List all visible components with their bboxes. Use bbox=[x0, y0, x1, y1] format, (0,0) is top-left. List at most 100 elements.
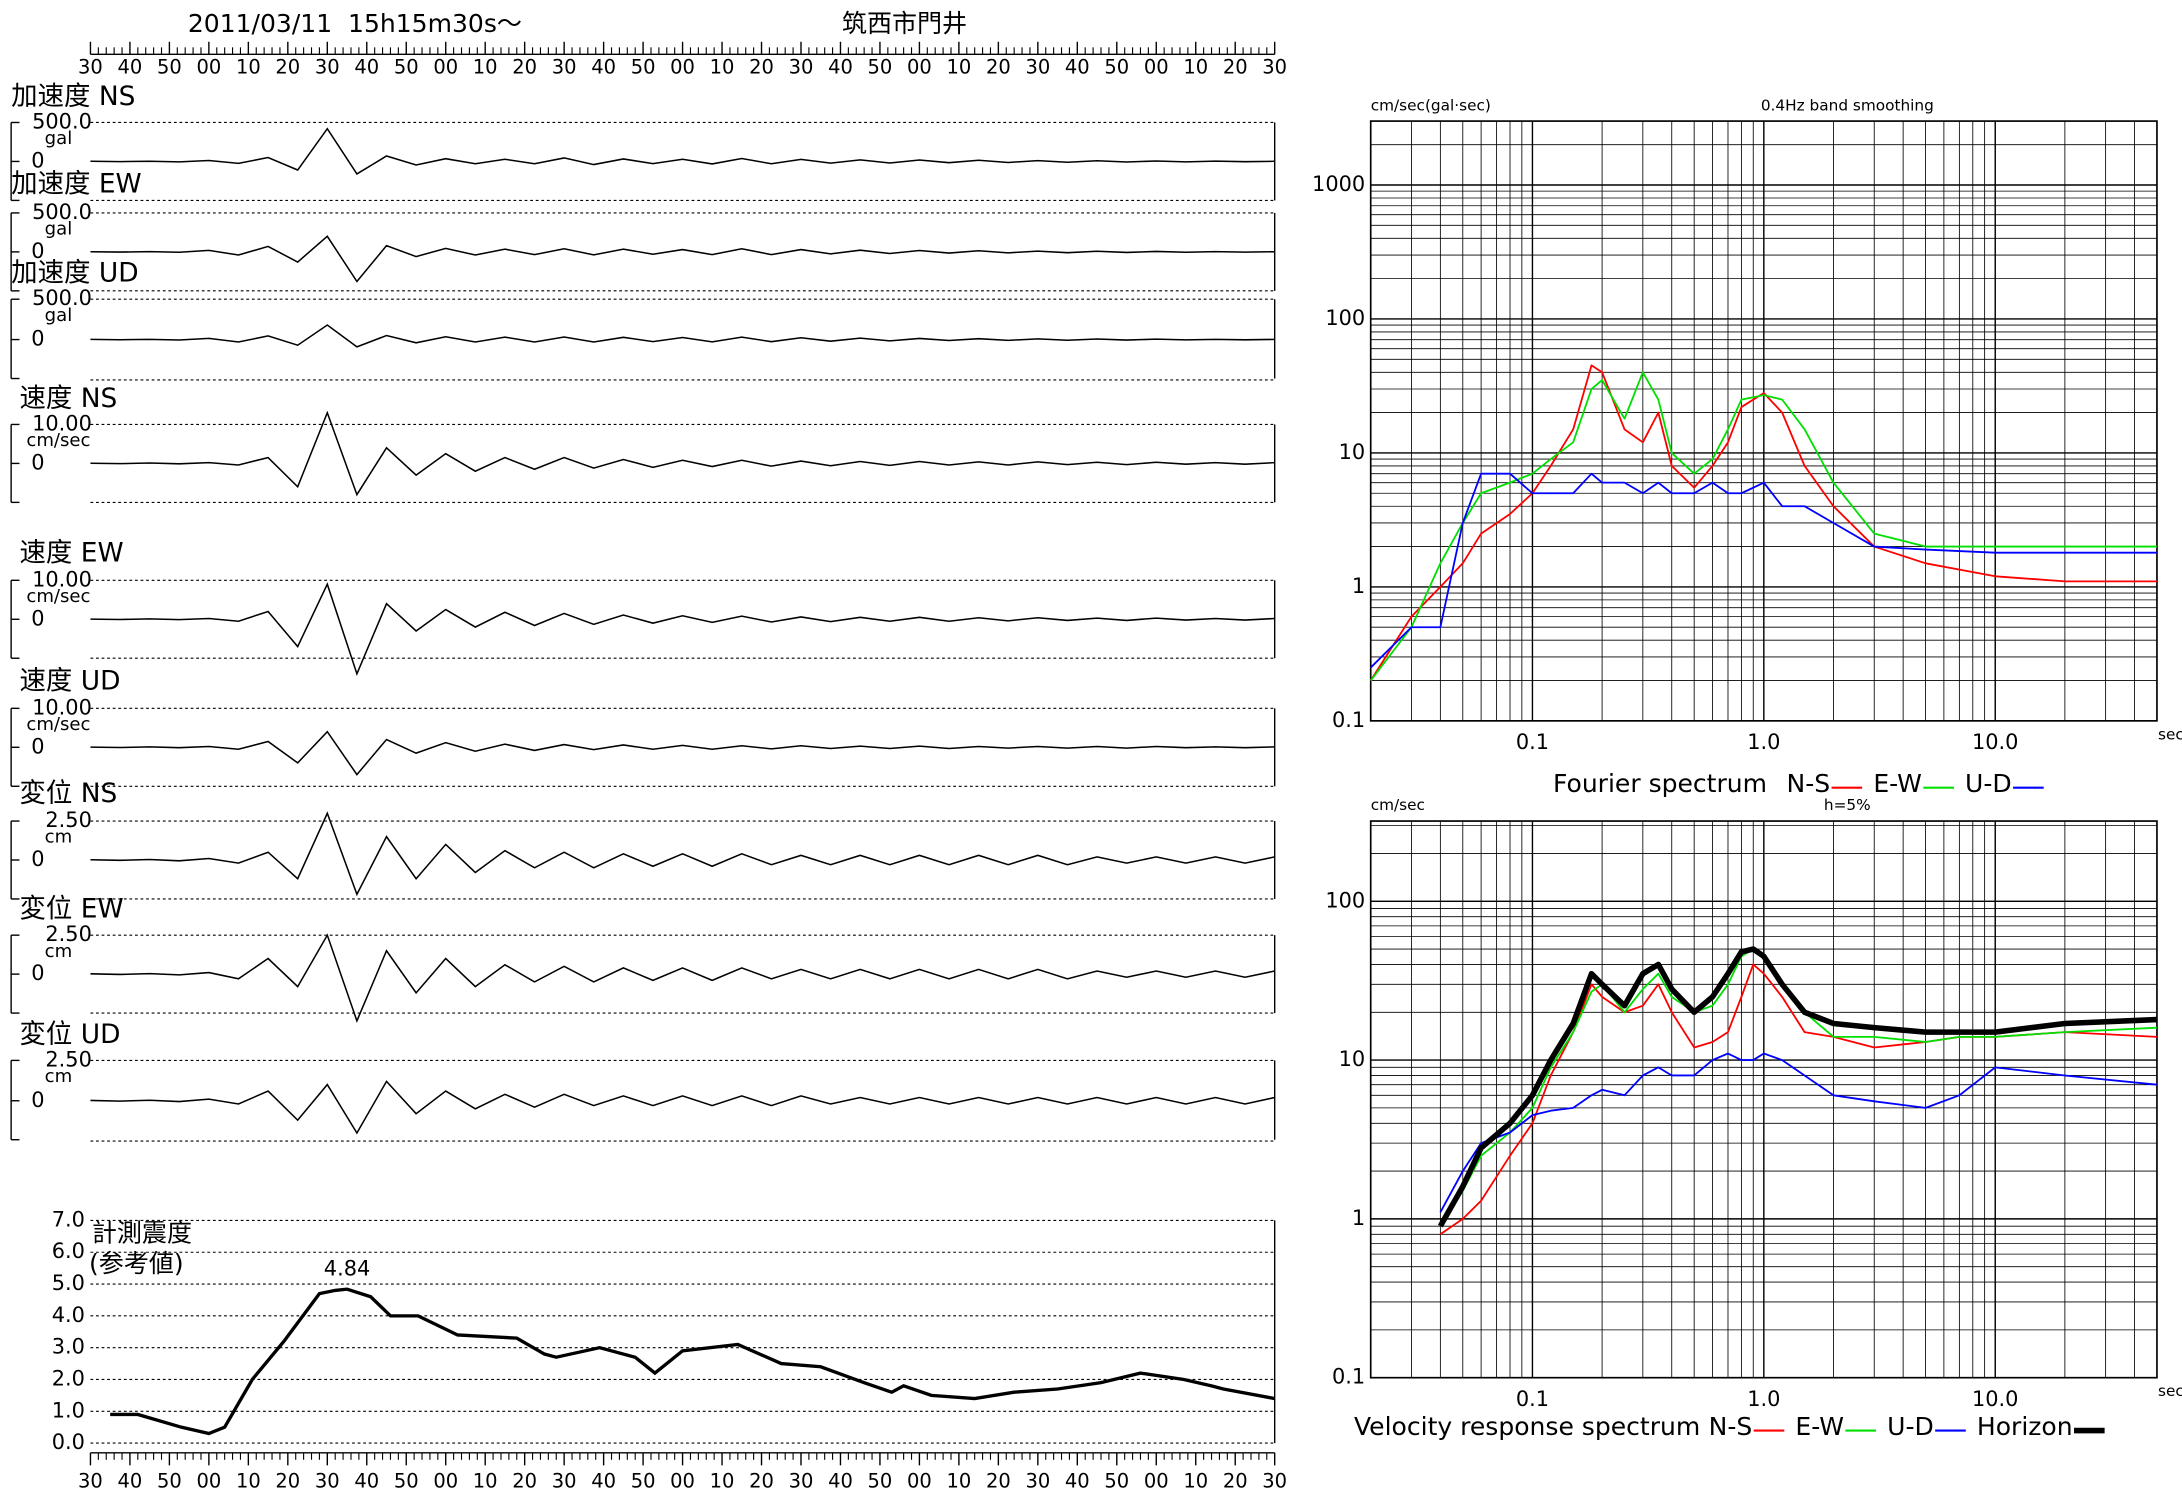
y-unit-label: cm/sec bbox=[26, 586, 90, 607]
time-tick-label: 20 bbox=[986, 1470, 1011, 1493]
y-tick-label: 1 bbox=[1352, 574, 1365, 598]
y-tick-label: 2.50 bbox=[45, 808, 91, 832]
time-tick-label: 30 bbox=[78, 56, 103, 79]
time-tick-label: 20 bbox=[749, 1470, 774, 1493]
y-tick-label: 100 bbox=[1325, 888, 1365, 912]
x-axis-label: sec bbox=[2158, 725, 2182, 743]
y-tick-label: 0 bbox=[31, 1088, 44, 1112]
y-tick-label: 2.0 bbox=[52, 1366, 85, 1390]
time-tick-label: 00 bbox=[196, 1470, 221, 1493]
time-tick-label: 20 bbox=[275, 56, 300, 79]
legend-label: N-S bbox=[1709, 1412, 1753, 1441]
legend-label: U-D bbox=[1965, 769, 2012, 798]
x-tick-label: 0.1 bbox=[1516, 730, 1549, 754]
time-tick-label: 30 bbox=[1262, 1470, 1287, 1493]
time-tick-label: 00 bbox=[433, 1470, 458, 1493]
legend-label: U-D bbox=[1887, 1412, 1934, 1441]
y-tick-label: 0 bbox=[31, 961, 44, 985]
y-tick-label: 1 bbox=[1352, 1206, 1365, 1230]
time-tick-label: 50 bbox=[157, 56, 182, 79]
time-tick-label: 00 bbox=[433, 56, 458, 79]
y-tick-label: 0 bbox=[31, 327, 44, 351]
x-tick-label: 10.0 bbox=[1972, 730, 2018, 754]
panel-title: 加速度 NS bbox=[11, 81, 135, 112]
panel-title: 変位 UD bbox=[19, 1019, 120, 1050]
time-tick-label: 40 bbox=[828, 56, 853, 79]
panel-title: 速度 UD bbox=[19, 665, 120, 696]
time-tick-label: 10 bbox=[1183, 1470, 1208, 1493]
waveform-trace bbox=[90, 1080, 1275, 1135]
time-tick-label: 30 bbox=[78, 1470, 103, 1493]
time-tick-label: 00 bbox=[196, 56, 221, 79]
peak-label: 4.84 bbox=[324, 1257, 370, 1281]
y-tick-label: 0 bbox=[31, 847, 44, 871]
time-tick-label: 50 bbox=[394, 56, 419, 79]
panel-title: 速度 NS bbox=[19, 383, 117, 414]
panel-title: 速度 EW bbox=[19, 537, 123, 568]
y-tick-label: 10.00 bbox=[32, 695, 92, 719]
time-tick-label: 00 bbox=[670, 1470, 695, 1493]
time-tick-label: 10 bbox=[710, 1470, 735, 1493]
y-unit-label: cm bbox=[45, 827, 73, 848]
time-tick-label: 00 bbox=[670, 56, 695, 79]
x-tick-label: 10.0 bbox=[1972, 1387, 2018, 1411]
waveform-trace bbox=[90, 811, 1275, 897]
y-tick-label: 2.50 bbox=[45, 922, 91, 946]
y-tick-label: 2.50 bbox=[45, 1047, 91, 1071]
time-tick-label: 00 bbox=[907, 56, 932, 79]
y-unit-label: cm/sec bbox=[26, 714, 90, 735]
x-tick-label: 0.1 bbox=[1516, 1387, 1549, 1411]
y-axis-label: cm/sec bbox=[1371, 796, 1425, 814]
time-tick-label: 50 bbox=[868, 56, 893, 79]
time-tick-label: 10 bbox=[947, 56, 972, 79]
legend-label: Horizon bbox=[1977, 1412, 2073, 1441]
time-tick-label: 50 bbox=[157, 1470, 182, 1493]
y-tick-label: 10 bbox=[1339, 440, 1366, 464]
time-tick-label: 40 bbox=[354, 56, 379, 79]
y-unit-label: cm/sec bbox=[26, 430, 90, 451]
time-tick-label: 10 bbox=[1183, 56, 1208, 79]
y-unit-label: gal bbox=[45, 219, 73, 240]
time-tick-label: 10 bbox=[710, 56, 735, 79]
chart-note: h=5% bbox=[1824, 796, 1871, 814]
time-tick-label: 40 bbox=[118, 56, 143, 79]
time-tick-label: 10 bbox=[473, 56, 498, 79]
x-tick-label: 1.0 bbox=[1747, 1387, 1780, 1411]
time-tick-label: 40 bbox=[828, 1470, 853, 1493]
legend-label: E-W bbox=[1873, 769, 1922, 798]
spectrum-line bbox=[1437, 946, 2158, 1228]
time-tick-label: 20 bbox=[512, 56, 537, 79]
legend-label: N-S bbox=[1787, 769, 1831, 798]
time-tick-label: 20 bbox=[986, 56, 1011, 79]
time-tick-label: 00 bbox=[1144, 56, 1169, 79]
time-tick-label: 40 bbox=[591, 56, 616, 79]
time-tick-label: 00 bbox=[1144, 1470, 1169, 1493]
time-tick-label: 20 bbox=[275, 1470, 300, 1493]
y-tick-label: 1000 bbox=[1312, 172, 1365, 196]
spectrum-line bbox=[1369, 364, 2157, 682]
time-tick-label: 20 bbox=[512, 1470, 537, 1493]
y-unit-label: gal bbox=[45, 305, 73, 326]
y-tick-label: 3.0 bbox=[52, 1335, 85, 1359]
time-tick-label: 30 bbox=[552, 1470, 577, 1493]
time-tick-label: 10 bbox=[236, 1470, 261, 1493]
y-tick-label: 1.0 bbox=[52, 1398, 85, 1422]
time-tick-label: 30 bbox=[1025, 1470, 1050, 1493]
panel-title: 変位 NS bbox=[19, 778, 117, 809]
y-tick-label: 6.0 bbox=[52, 1239, 85, 1263]
y-tick-label: 0 bbox=[31, 450, 44, 474]
y-axis-label: cm/sec(gal·sec) bbox=[1371, 96, 1491, 114]
spectrum-line bbox=[1369, 371, 2157, 682]
time-tick-label: 10 bbox=[947, 1470, 972, 1493]
x-tick-label: 1.0 bbox=[1747, 730, 1780, 754]
legend-label: E-W bbox=[1795, 1412, 1844, 1441]
chart-title: 計測震度 bbox=[92, 1218, 192, 1247]
x-axis-label: sec bbox=[2158, 1382, 2182, 1400]
panel-title: 加速度 UD bbox=[11, 258, 138, 289]
chart-note: 0.4Hz band smoothing bbox=[1761, 96, 1934, 114]
time-tick-label: 30 bbox=[1262, 56, 1287, 79]
panel-title: 変位 EW bbox=[19, 894, 123, 925]
time-tick-label: 40 bbox=[1065, 1470, 1090, 1493]
